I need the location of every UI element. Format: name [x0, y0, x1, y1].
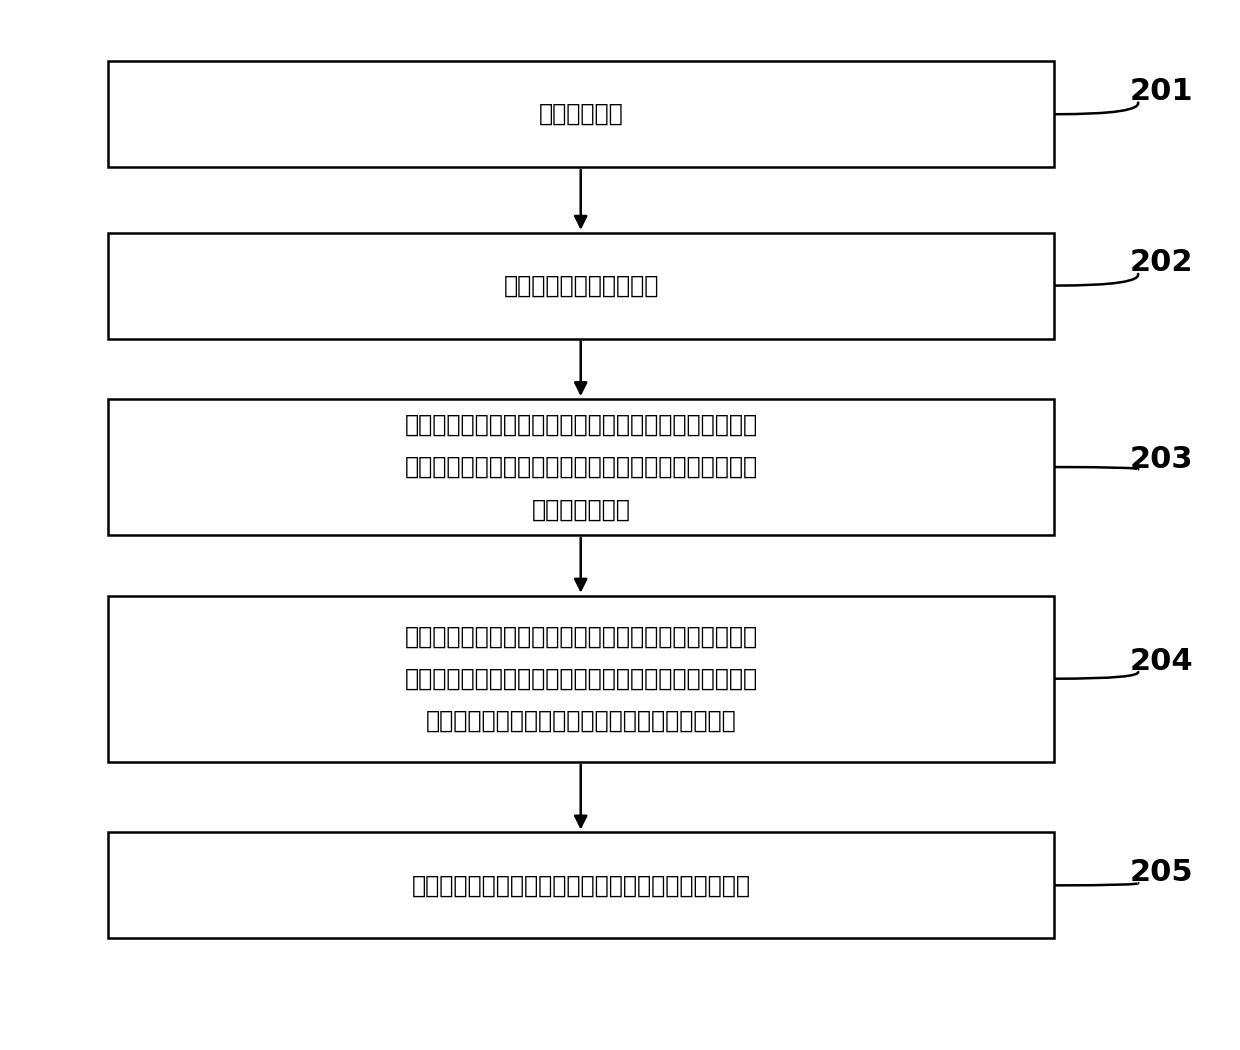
Text: 若查找到支持目标音频的数据格式的目标接口号和目标可: 若查找到支持目标音频的数据格式的目标接口号和目标可: [404, 625, 758, 649]
Bar: [108, 833, 1054, 939]
Text: 标音频的数据格式设置配置信息中的音频传输参数: 标音频的数据格式设置配置信息中的音频传输参数: [425, 709, 737, 733]
Text: 匹配，则查找支持目标音频的数据格式的目标接口号和目: 匹配，则查找支持目标音频的数据格式的目标接口号和目: [404, 455, 758, 479]
Bar: [108, 399, 1054, 536]
Bar: [108, 233, 1054, 338]
Text: 更换设置号，根据目标接口号、目标可更换设置号以及目: 更换设置号，根据目标接口号、目标可更换设置号以及目: [404, 667, 758, 691]
Text: 203: 203: [1130, 445, 1193, 474]
Text: 识别目标声卡: 识别目标声卡: [539, 102, 624, 126]
Text: 获取目标声卡的配置信息: 获取目标声卡的配置信息: [503, 274, 658, 297]
Text: 202: 202: [1130, 249, 1193, 277]
Text: 201: 201: [1130, 77, 1193, 106]
Text: 标可更换设置号: 标可更换设置号: [532, 498, 631, 522]
Text: 205: 205: [1130, 858, 1193, 887]
Bar: [108, 595, 1054, 762]
Text: 根据设置后的音频传输参数控制目标声卡传输目标音频: 根据设置后的音频传输参数控制目标声卡传输目标音频: [412, 874, 750, 898]
Text: 204: 204: [1130, 647, 1193, 675]
Text: 若目标声卡的配置信息与待传输的目标音频的数据格式不: 若目标声卡的配置信息与待传输的目标音频的数据格式不: [404, 413, 758, 437]
Bar: [108, 61, 1054, 167]
